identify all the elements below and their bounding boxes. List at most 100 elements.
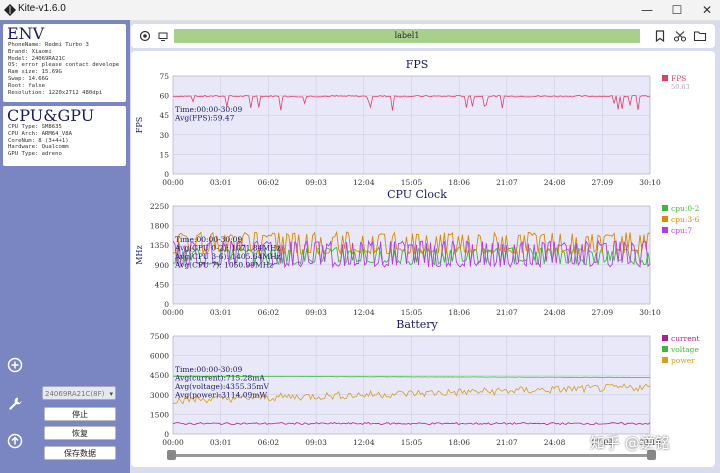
x-tick-label: 12:04 bbox=[353, 308, 375, 317]
maximize-button[interactable]: ☐ bbox=[671, 3, 683, 17]
x-tick-label: 00:00 bbox=[162, 178, 184, 187]
y-tick-label: 900 bbox=[155, 261, 170, 270]
resume-button[interactable]: 恢复 bbox=[44, 426, 116, 440]
x-tick-label: 09:03 bbox=[305, 178, 327, 187]
stats-annotation: Time:00:00-30:09 bbox=[175, 365, 242, 374]
series-line-power bbox=[172, 383, 651, 405]
x-tick-label: 21:07 bbox=[496, 438, 518, 447]
cpu-gpu-title: CPU&GPU bbox=[7, 106, 95, 125]
device-select[interactable]: 24069RA21C(8F) ▾ bbox=[42, 386, 116, 400]
bookmark-icon[interactable] bbox=[652, 28, 668, 44]
series-line-voltage bbox=[172, 375, 650, 378]
env-panel: ENV PhoneName: Redmi Turbo 3 Brand: Xiaom… bbox=[3, 24, 126, 102]
x-tick-label: 18:06 bbox=[448, 178, 470, 187]
sidebar: ENV PhoneName: Redmi Turbo 3 Brand: Xiaom… bbox=[0, 20, 130, 473]
minimize-button[interactable]: — bbox=[641, 3, 653, 17]
y-tick-label: 0 bbox=[164, 430, 169, 439]
y-tick-label: 75 bbox=[159, 72, 169, 81]
series-line-cpu-7 bbox=[172, 239, 651, 269]
x-tick-label: 09:03 bbox=[305, 438, 327, 447]
cpu-gpu-info-line: CPU Arch: ARM64_V8A bbox=[8, 130, 72, 137]
record-target-icon[interactable] bbox=[137, 28, 153, 44]
y-tick-label: 45 bbox=[159, 111, 169, 120]
x-tick-label: 27:09 bbox=[591, 178, 613, 187]
screen-icon[interactable] bbox=[155, 28, 171, 44]
x-tick-label: 24:08 bbox=[544, 308, 566, 317]
y-tick-label: 3000 bbox=[150, 391, 169, 400]
x-tick-label: 15:05 bbox=[401, 178, 423, 187]
device-select-value: 24069RA21C(8F) bbox=[45, 390, 105, 398]
legend-swatch bbox=[662, 227, 668, 233]
y-tick-label: 1350 bbox=[150, 241, 169, 250]
x-tick-label: 00:00 bbox=[162, 438, 184, 447]
save-data-button[interactable]: 保存数据 bbox=[44, 446, 116, 460]
series-line-fps bbox=[172, 94, 651, 111]
chart-title: Battery bbox=[396, 318, 438, 331]
series-line-current bbox=[172, 422, 651, 425]
cpu-gpu-info-line: CoreNum: 8 (3+4+1) bbox=[8, 137, 69, 144]
stats-annotation: Avg(FPS):59.47 bbox=[174, 114, 235, 123]
legend-swatch bbox=[662, 205, 668, 211]
stop-button[interactable]: 停止 bbox=[44, 407, 116, 421]
window-title: Kite-v1.6.0 bbox=[18, 3, 66, 14]
toolbar: label1 bbox=[131, 24, 715, 48]
x-tick-label: 12:04 bbox=[353, 438, 375, 447]
add-icon[interactable] bbox=[7, 357, 23, 373]
charts-canvas: FPS 0 15 30 45 60 75 00:00 03:01 06:02 09:03 12:04 1… bbox=[135, 58, 700, 447]
env-info-line: PhoneName: Redmi Turbo 3 bbox=[8, 42, 89, 48]
env-info-line: Resolution: 1220x2712 480dpi bbox=[8, 89, 103, 96]
stats-annotation: Time:00:00-30:09 bbox=[175, 235, 242, 244]
y-tick-label: 4500 bbox=[150, 371, 169, 380]
chart-title: FPS bbox=[406, 58, 429, 71]
x-tick-label: 03:01 bbox=[210, 438, 232, 447]
legend-label: power bbox=[671, 356, 695, 365]
x-tick-label: 30:10 bbox=[639, 178, 661, 187]
slider-handle-start[interactable] bbox=[167, 450, 176, 460]
x-tick-label: 12:04 bbox=[353, 178, 375, 187]
x-tick-label: 30:10 bbox=[639, 438, 661, 447]
y-tick-label: 0 bbox=[164, 170, 169, 179]
stats-annotation: Avg(CPU 7): 1050.99MHz bbox=[174, 261, 273, 270]
x-tick-label: 00:00 bbox=[162, 308, 184, 317]
folder-icon[interactable] bbox=[692, 28, 708, 44]
legend-label: cpu:3-6 bbox=[671, 215, 700, 224]
series-line-cpu-0-2 bbox=[172, 246, 651, 266]
y-tick-label: 1500 bbox=[150, 410, 169, 419]
cpu-gpu-info-line: CPU Type: SM8635 bbox=[8, 124, 62, 130]
x-tick-label: 06:02 bbox=[258, 178, 280, 187]
x-tick-label: 21:07 bbox=[496, 308, 518, 317]
cpu-gpu-panel: CPU&GPU CPU Type: SM8635 CPU Arch: ARM64_… bbox=[3, 106, 126, 166]
y-axis-label: FPS bbox=[135, 117, 144, 133]
x-tick-label: 15:05 bbox=[401, 308, 423, 317]
y-tick-label: 1800 bbox=[150, 222, 169, 231]
legend-swatch bbox=[662, 357, 668, 363]
x-tick-label: 06:02 bbox=[258, 308, 280, 317]
x-tick-label: 30:10 bbox=[639, 308, 661, 317]
legend-swatch bbox=[662, 346, 668, 352]
legend-value: 59.63 bbox=[671, 83, 690, 91]
legend-swatch bbox=[662, 216, 668, 222]
scissors-icon[interactable] bbox=[672, 28, 688, 44]
slider-handle-end[interactable] bbox=[647, 450, 656, 460]
env-info-line: Brand: Xiaomi bbox=[8, 48, 52, 55]
cpu-gpu-info-line: Hardware: Qualcomm bbox=[8, 144, 69, 151]
y-tick-label: 450 bbox=[155, 280, 170, 289]
title-bar: Kite-v1.6.0 — ☐ ✕ bbox=[0, 0, 720, 21]
x-tick-label: 03:01 bbox=[210, 178, 232, 187]
x-tick-label: 18:06 bbox=[448, 308, 470, 317]
time-range-slider[interactable] bbox=[171, 454, 656, 457]
legend-label: cpu:0-2 bbox=[671, 204, 700, 213]
wrench-icon[interactable] bbox=[7, 396, 23, 412]
stats-annotation: Time:00:00-30:09 bbox=[175, 105, 242, 114]
y-tick-label: 0 bbox=[164, 300, 169, 309]
chart-title: CPU Clock bbox=[387, 188, 447, 201]
close-button[interactable]: ✕ bbox=[701, 3, 713, 17]
upload-icon[interactable] bbox=[7, 433, 23, 449]
legend-label: cpu:7 bbox=[671, 226, 692, 235]
kite-logo-icon bbox=[4, 4, 16, 16]
x-tick-label: 06:02 bbox=[258, 438, 280, 447]
env-info-line: Root: false bbox=[8, 82, 46, 89]
chart-panel: FPS 0 15 30 45 60 75 00:00 03:01 06:02 09:03 12:04 1… bbox=[131, 51, 715, 467]
label-field[interactable]: label1 bbox=[174, 29, 640, 43]
env-info-line: Model: 24069RA21C bbox=[8, 55, 66, 62]
